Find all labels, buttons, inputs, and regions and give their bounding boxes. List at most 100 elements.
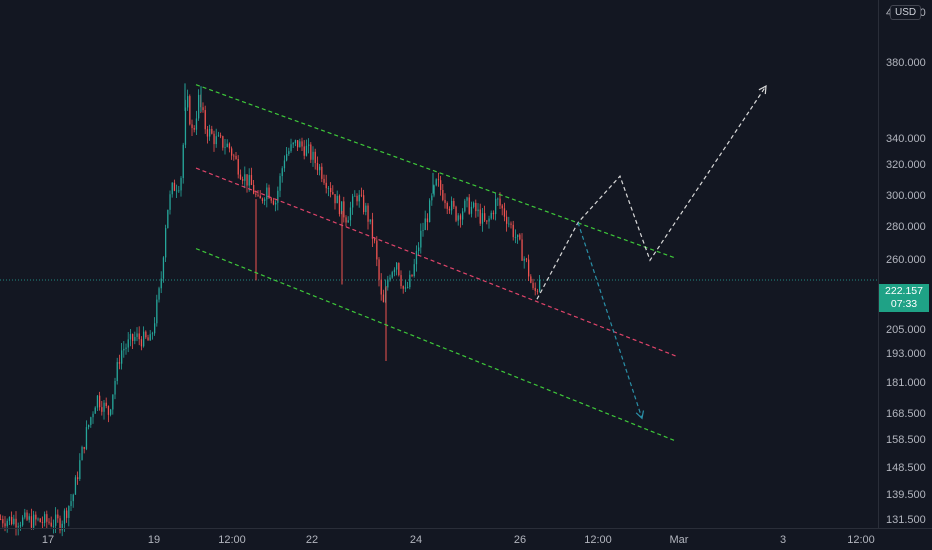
candle-body (246, 174, 248, 186)
candle-body (299, 141, 301, 148)
candle-body (286, 154, 288, 161)
candle-body (143, 331, 145, 347)
channel-midline (195, 167, 677, 357)
candle-body (11, 516, 13, 525)
candle-body (321, 166, 323, 179)
candle-body (479, 209, 481, 224)
candle-body (55, 514, 57, 526)
currency-badge[interactable]: USD (890, 5, 922, 20)
candle-body (440, 180, 442, 190)
candle-body (389, 277, 391, 280)
candle-body (220, 135, 222, 137)
y-tick-label: 340.000 (886, 133, 926, 145)
candle-body (477, 209, 479, 212)
candle-body (539, 280, 541, 292)
candle-body (222, 136, 224, 148)
candle-body (431, 195, 433, 201)
candle-body (325, 182, 327, 189)
candle-body (470, 206, 473, 214)
candle-body (202, 107, 204, 111)
candle-body (374, 238, 376, 241)
candle-body (305, 145, 308, 156)
candle-body (242, 179, 244, 181)
candle-body (59, 518, 61, 531)
x-tick-label: 12:00 (218, 534, 246, 546)
candle-body (134, 336, 136, 341)
candle-body (272, 200, 275, 205)
y-tick-label: 158.500 (886, 434, 926, 446)
candle-body (129, 334, 132, 340)
candle-body (492, 212, 495, 215)
candle-body (74, 477, 77, 495)
candle-body (424, 218, 426, 231)
candle-body (226, 143, 228, 147)
channel-lines (195, 84, 677, 442)
candle-body (244, 174, 246, 181)
y-tick-label: 168.500 (886, 408, 926, 420)
y-tick-label: 280.000 (886, 221, 926, 233)
candle-body (532, 282, 534, 288)
candle-body (217, 135, 220, 137)
candle-body (448, 208, 451, 211)
candle-body (257, 194, 259, 196)
candle-body (77, 477, 79, 479)
candle-body (367, 205, 369, 222)
candle-body (481, 213, 484, 224)
candle-body (15, 518, 17, 528)
candle-body (48, 521, 50, 523)
candle-body (180, 178, 182, 191)
candle-body (138, 333, 140, 340)
candle-body (525, 258, 528, 260)
x-tick-label: Mar (670, 534, 689, 546)
candle-body (231, 148, 233, 156)
y-tick-label: 320.000 (886, 159, 926, 171)
candle-body (349, 207, 352, 221)
candle-body (415, 251, 418, 265)
candle-body (268, 187, 270, 199)
candle-body (187, 96, 189, 108)
candle-body (519, 234, 521, 240)
candle-body (497, 198, 499, 200)
candle-body (343, 201, 345, 218)
candle-body (437, 179, 440, 181)
y-tick-label: 148.500 (886, 462, 926, 474)
x-tick-label: 19 (148, 534, 160, 546)
candle-body (391, 272, 393, 278)
candle-body (334, 194, 336, 204)
candle-body (380, 279, 382, 295)
candle-body (486, 220, 488, 222)
x-tick-label: 17 (42, 534, 54, 546)
candle-body (211, 128, 213, 134)
forecast-bullish-arrow (536, 85, 767, 300)
candle-body (281, 168, 283, 177)
candle-body (101, 407, 103, 412)
candle-body (261, 198, 264, 201)
candle-body (68, 506, 70, 518)
candle-body (182, 144, 184, 179)
candle-body (279, 176, 281, 191)
candle-body (420, 230, 422, 248)
candle-body (61, 523, 63, 531)
candle-body (345, 217, 347, 223)
candle-body (0, 519, 2, 520)
candle-body (332, 192, 334, 195)
candle-body (508, 223, 510, 225)
candle-body (107, 406, 110, 415)
candle-body (178, 190, 180, 192)
candle-body (341, 201, 343, 215)
forecast-bearish-arrow (577, 222, 643, 419)
candle-body (354, 195, 356, 197)
candle-body (72, 494, 74, 502)
x-tick-label: 3 (780, 534, 786, 546)
candle-body (264, 199, 266, 201)
candle-body (510, 223, 512, 225)
candle-body (393, 269, 396, 273)
candle-body (455, 206, 457, 221)
candle-body (457, 215, 459, 221)
candle-body (336, 195, 338, 204)
y-tick-label: 300.000 (886, 190, 926, 202)
candle-body (204, 110, 206, 130)
